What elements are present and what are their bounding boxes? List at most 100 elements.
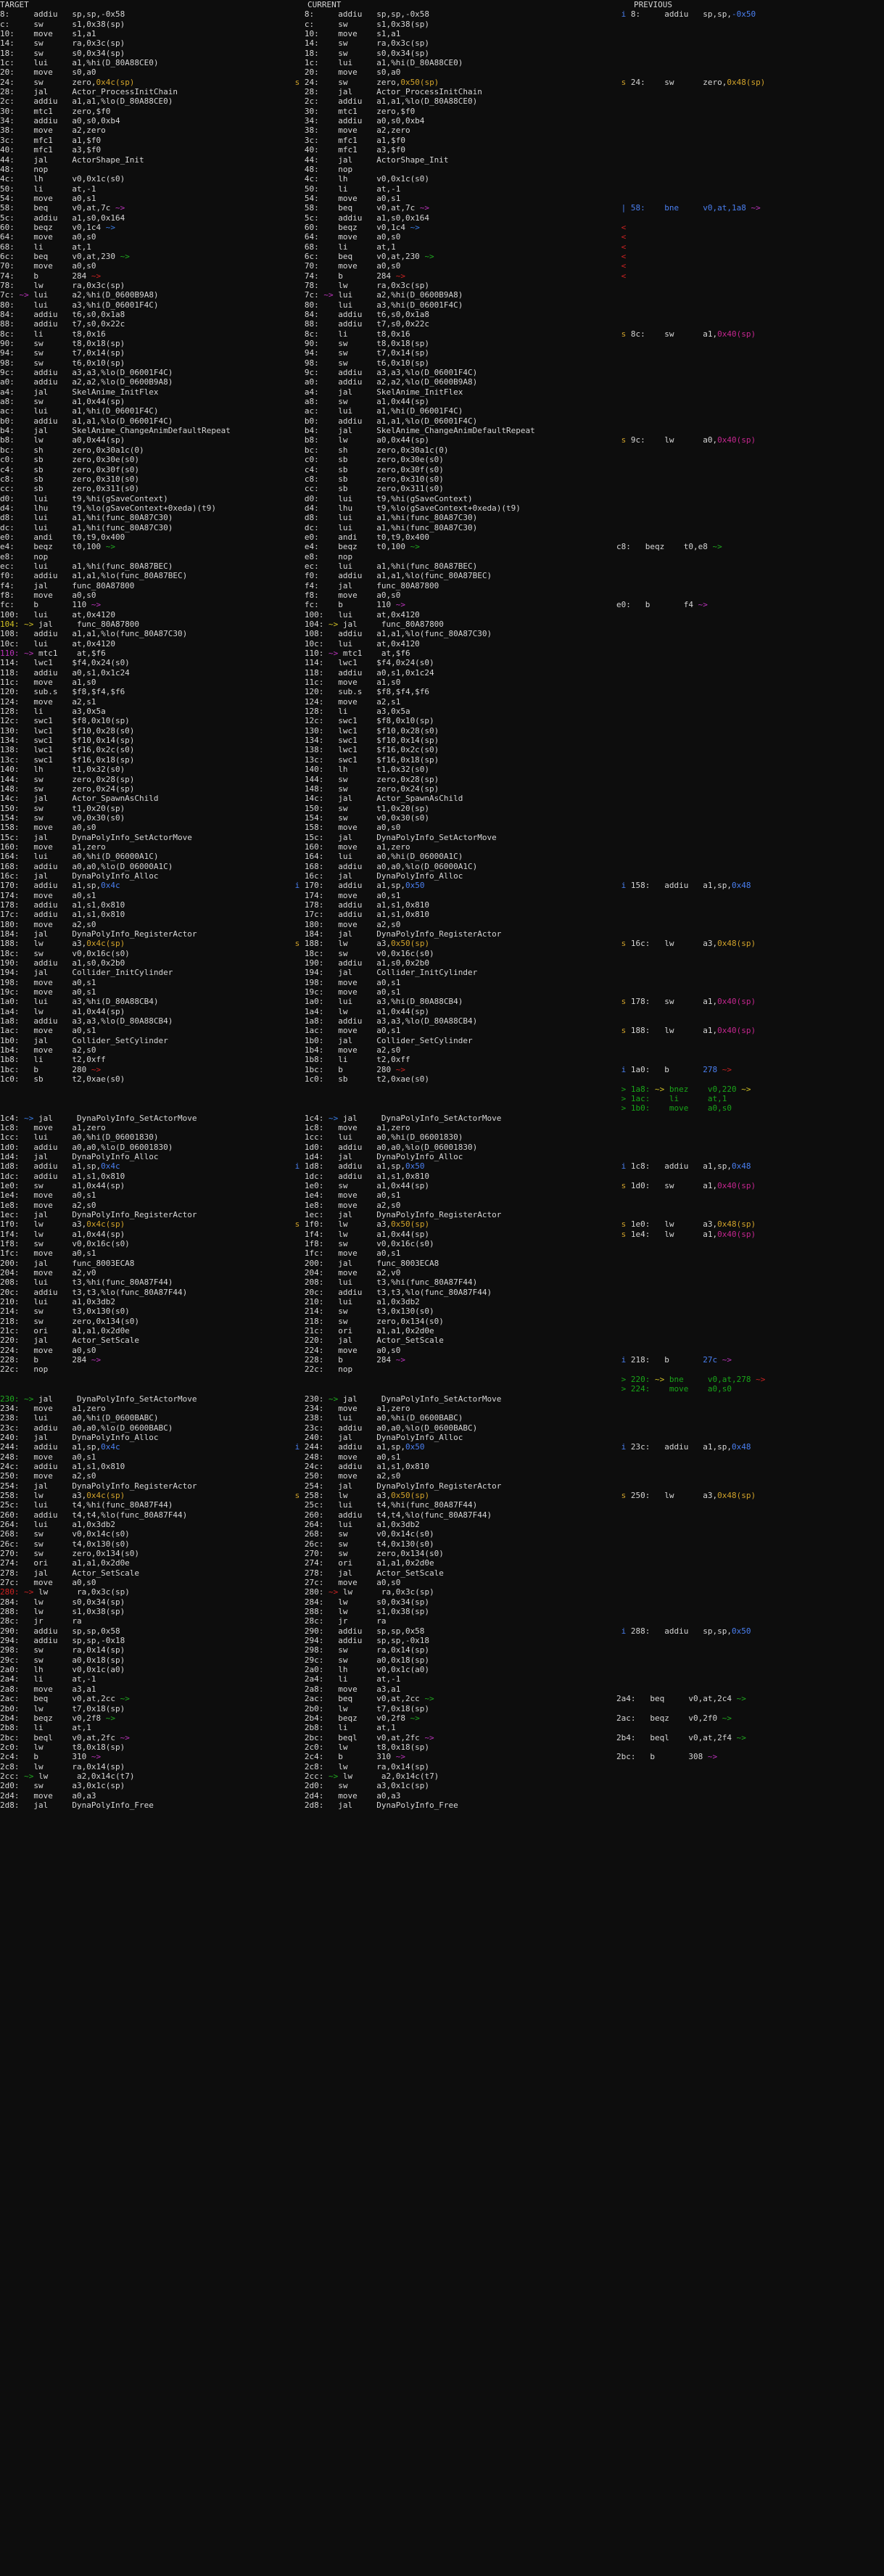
asm-line[interactable] [616, 426, 884, 435]
asm-line[interactable]: cc: sb zero,0x311(s0) [0, 484, 290, 493]
asm-line[interactable]: 2a0: lh v0,0x1c(a0) [0, 1665, 290, 1674]
asm-line[interactable]: 148: sw zero,0x24(sp) [0, 784, 290, 794]
asm-line[interactable]: 1f8: sw v0,0x16c(s0) [0, 1239, 290, 1248]
asm-line[interactable]: 278: jal Actor_SetScale [0, 1568, 290, 1578]
asm-line[interactable]: 294: addiu sp,sp,-0x18 [290, 1636, 616, 1645]
asm-line[interactable]: 1a8: addiu a3,a3,%lo(D_80A88CB4) [0, 1016, 290, 1026]
asm-line[interactable]: 134: swc1 $f10,0x14(sp) [290, 736, 616, 745]
asm-line[interactable] [616, 20, 884, 29]
asm-line[interactable]: 1f8: sw v0,0x16c(s0) [290, 1239, 616, 1248]
asm-line[interactable]: 150: sw t1,0x20(sp) [0, 804, 290, 813]
asm-line[interactable]: 274: ori a1,a1,0x2d0e [290, 1558, 616, 1568]
asm-line[interactable]: i 1c8: addiu a1,sp,0x48 [616, 1161, 884, 1171]
asm-line[interactable]: bc: sh zero,0x30a1c(0) [290, 445, 616, 455]
asm-line[interactable]: c4: sb zero,0x30f(s0) [0, 465, 290, 474]
asm-line[interactable]: 190: addiu a1,s0,0x2b0 [290, 958, 616, 968]
asm-line[interactable] [616, 1210, 884, 1219]
asm-line[interactable]: 144: sw zero,0x28(sp) [290, 775, 616, 784]
asm-line[interactable]: s 1d0: sw a1,0x40(sp) [616, 1181, 884, 1190]
asm-line[interactable] [616, 38, 884, 48]
asm-line[interactable] [616, 1462, 884, 1471]
asm-line[interactable]: i 23c: addiu a1,sp,0x48 [616, 1442, 884, 1452]
asm-line[interactable] [616, 1520, 884, 1529]
asm-line[interactable]: 12c: swc1 $f8,0x10(sp) [290, 716, 616, 725]
asm-line[interactable]: 20c: addiu t3,t3,%lo(func_80A87F44) [0, 1288, 290, 1297]
asm-line[interactable] [616, 1123, 884, 1132]
asm-line[interactable]: 2b8: li at,1 [0, 1723, 290, 1732]
asm-line[interactable] [616, 1248, 884, 1258]
asm-line[interactable]: 2a8: move a3,a1 [0, 1684, 290, 1694]
asm-line[interactable]: 13c: swc1 $f16,0x18(sp) [0, 755, 290, 765]
asm-line[interactable]: ac: lui a1,%hi(D_06001F4C) [0, 406, 290, 416]
asm-line[interactable]: 200: jal func_8003ECA8 [0, 1259, 290, 1268]
asm-line[interactable]: 30: mtc1 zero,$f0 [290, 107, 616, 116]
asm-line[interactable]: s 178: sw a1,0x40(sp) [616, 997, 884, 1006]
asm-line[interactable]: 1c8: move a1,zero [290, 1123, 616, 1132]
asm-line[interactable]: 16c: jal DynaPolyInfo_Alloc [290, 871, 616, 881]
asm-line[interactable]: s 1e4: lw a1,0x40(sp) [616, 1230, 884, 1239]
asm-line[interactable]: s 16c: lw a3,0x48(sp) [616, 939, 884, 948]
asm-line[interactable]: 228: b 284 ~> [290, 1355, 616, 1365]
asm-line[interactable]: 248: move a0,s1 [0, 1452, 290, 1462]
asm-line[interactable]: 4c: lh v0,0x1c(s0) [0, 174, 290, 184]
asm-line[interactable]: 4c: lh v0,0x1c(s0) [290, 174, 616, 184]
asm-line[interactable] [616, 165, 884, 174]
asm-line[interactable]: 38: move a2,zero [0, 125, 290, 135]
asm-line[interactable]: 104: ~> jal func_80A87800 [0, 620, 290, 629]
asm-line[interactable] [616, 1481, 884, 1491]
asm-line[interactable]: 178: addiu a1,s1,0x810 [0, 900, 290, 910]
asm-line[interactable] [616, 852, 884, 861]
asm-line[interactable]: 25c: lui t4,%hi(func_80A87F44) [290, 1500, 616, 1510]
asm-line[interactable]: 24c: addiu a1,s1,0x810 [290, 1462, 616, 1471]
asm-line[interactable]: dc: lui a1,%hi(func_80A87C30) [0, 523, 290, 532]
asm-line[interactable] [616, 1036, 884, 1045]
asm-line[interactable]: 1dc: addiu a1,s1,0x810 [0, 1172, 290, 1181]
asm-line[interactable]: < [616, 271, 884, 281]
asm-line[interactable]: | 58: bne v0,at,1a8 ~> [616, 203, 884, 213]
asm-line[interactable]: 138: lwc1 $f16,0x2c(s0) [290, 745, 616, 754]
asm-line[interactable]: 290: addiu sp,sp,0x58 [0, 1626, 290, 1636]
asm-line[interactable] [616, 813, 884, 823]
asm-line[interactable] [616, 755, 884, 765]
asm-line[interactable] [616, 842, 884, 852]
asm-line[interactable]: 2bc: beql v0,at,2fc ~> [0, 1733, 290, 1742]
asm-line[interactable]: 1c4: ~> jal DynaPolyInfo_SetActorMove [290, 1114, 616, 1123]
asm-line[interactable]: 58: beq v0,at,7c ~> [290, 203, 616, 213]
asm-line[interactable]: 240: jal DynaPolyInfo_Alloc [290, 1433, 616, 1442]
asm-line[interactable] [290, 1103, 616, 1113]
asm-line[interactable] [616, 184, 884, 194]
asm-line[interactable] [616, 1239, 884, 1248]
asm-line[interactable]: 230: ~> jal DynaPolyInfo_SetActorMove [290, 1394, 616, 1404]
asm-line[interactable] [616, 745, 884, 754]
asm-line[interactable] [616, 794, 884, 803]
asm-line[interactable]: bc: sh zero,0x30a1c(0) [0, 445, 290, 455]
asm-line[interactable]: 1f0: lw a3,0x4c(sp) [0, 1219, 290, 1229]
asm-line[interactable]: 17c: addiu a1,s1,0x810 [0, 910, 290, 919]
asm-line[interactable]: 74: b 284 ~> [0, 271, 290, 281]
asm-line[interactable]: 1d8: addiu a1,sp,0x4c [0, 1161, 290, 1171]
asm-line[interactable]: 1a0: lui a3,%hi(D_80A88CB4) [290, 997, 616, 1006]
asm-line[interactable]: 2cc: ~> lw a2,0x14c(t7) [0, 1771, 290, 1781]
asm-line[interactable] [616, 1016, 884, 1026]
asm-line[interactable] [616, 145, 884, 155]
asm-line[interactable]: 27c: move a0,s0 [0, 1578, 290, 1587]
asm-line[interactable] [616, 116, 884, 125]
asm-line[interactable] [616, 1597, 884, 1607]
asm-line[interactable]: 26c: sw t4,0x130(s0) [290, 1539, 616, 1549]
asm-line[interactable]: ec: lui a1,%hi(func_80A87BEC) [0, 561, 290, 571]
asm-line[interactable]: 60: beqz v0,1c4 ~> [290, 223, 616, 232]
asm-line[interactable]: 184: jal DynaPolyInfo_RegisterActor [0, 929, 290, 939]
asm-line[interactable]: 15c: jal DynaPolyInfo_SetActorMove [290, 833, 616, 842]
asm-line[interactable] [616, 765, 884, 774]
asm-line[interactable] [616, 213, 884, 223]
asm-line[interactable]: fc: b 110 ~> [0, 600, 290, 609]
asm-line[interactable] [616, 1277, 884, 1287]
asm-line[interactable]: 17c: addiu a1,s1,0x810 [290, 910, 616, 919]
asm-line[interactable]: 27c: move a0,s0 [290, 1578, 616, 1587]
asm-line[interactable] [616, 687, 884, 696]
asm-line[interactable]: 19c: move a0,s1 [290, 987, 616, 997]
asm-line[interactable]: 11c: move a1,s0 [290, 678, 616, 687]
asm-line[interactable]: 1e8: move a2,s0 [290, 1201, 616, 1210]
asm-line[interactable]: 74: b 284 ~> [290, 271, 616, 281]
asm-line[interactable]: 288: lw s1,0x38(sp) [290, 1607, 616, 1616]
